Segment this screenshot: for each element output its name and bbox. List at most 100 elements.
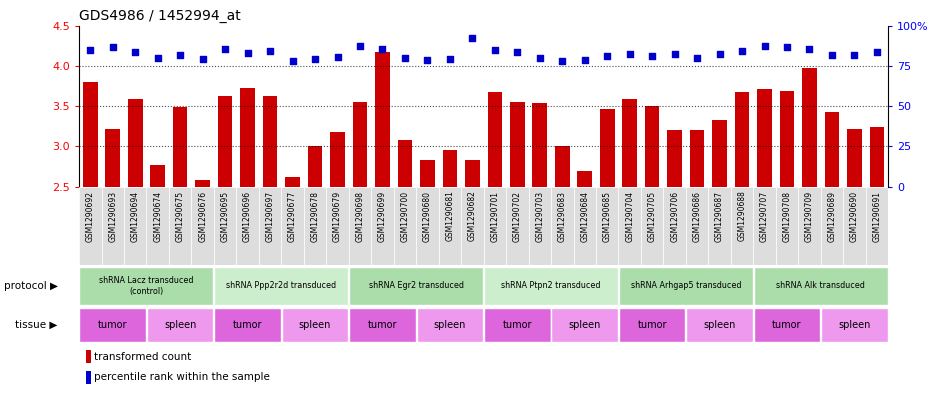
Text: tumor: tumor	[367, 320, 397, 330]
Text: GSM1290700: GSM1290700	[401, 191, 409, 242]
Text: GSM1290688: GSM1290688	[737, 191, 747, 241]
Bar	[618, 308, 685, 342]
Bar	[352, 102, 367, 187]
Text: spleen: spleen	[703, 320, 736, 330]
Text: tissue ▶: tissue ▶	[15, 320, 58, 330]
Bar	[218, 96, 232, 187]
Bar	[79, 187, 101, 265]
Text: GSM1290707: GSM1290707	[760, 191, 769, 242]
Text: spleen: spleen	[568, 320, 601, 330]
Text: GSM1290685: GSM1290685	[603, 191, 612, 242]
Text: GSM1290703: GSM1290703	[536, 191, 544, 242]
Text: GSM1290675: GSM1290675	[176, 191, 185, 242]
Point	[173, 52, 188, 59]
Point	[420, 57, 435, 63]
Bar	[685, 187, 709, 265]
Bar	[847, 129, 862, 187]
Bar	[417, 187, 439, 265]
Text: GSM1290699: GSM1290699	[378, 191, 387, 242]
Bar	[484, 267, 618, 305]
Text: GSM1290704: GSM1290704	[625, 191, 634, 242]
Point	[262, 48, 277, 55]
Text: tumor: tumor	[637, 320, 667, 330]
Bar	[596, 187, 618, 265]
Text: protocol ▶: protocol ▶	[4, 281, 58, 291]
Point	[802, 46, 817, 52]
Bar	[86, 371, 91, 384]
Bar	[668, 130, 682, 187]
Point	[286, 58, 300, 64]
Bar	[753, 308, 820, 342]
Bar	[417, 308, 484, 342]
Bar	[487, 92, 502, 187]
Text: shRNA Ptpn2 transduced: shRNA Ptpn2 transduced	[501, 281, 601, 290]
Bar	[663, 187, 685, 265]
Bar	[844, 187, 866, 265]
Bar	[326, 187, 349, 265]
Bar	[439, 187, 461, 265]
Bar	[644, 106, 659, 187]
Bar	[622, 99, 637, 187]
Bar	[124, 187, 147, 265]
Bar	[551, 187, 574, 265]
Text: shRNA Lacz transduced
(control): shRNA Lacz transduced (control)	[100, 276, 193, 296]
Bar	[398, 140, 412, 187]
Bar	[465, 160, 480, 187]
Bar	[128, 99, 142, 187]
Text: GSM1290692: GSM1290692	[86, 191, 95, 242]
Bar	[214, 267, 349, 305]
Bar	[600, 108, 615, 187]
Text: GSM1290677: GSM1290677	[288, 191, 297, 242]
Point	[690, 55, 705, 61]
Text: tumor: tumor	[772, 320, 802, 330]
Text: GSM1290676: GSM1290676	[198, 191, 207, 242]
Point	[195, 56, 210, 62]
Text: GSM1290687: GSM1290687	[715, 191, 724, 242]
Text: GSM1290696: GSM1290696	[243, 191, 252, 242]
Point	[555, 58, 570, 64]
Bar	[753, 187, 776, 265]
Point	[600, 53, 615, 59]
Bar	[330, 132, 345, 187]
Text: spleen: spleen	[433, 320, 466, 330]
Text: GSM1290706: GSM1290706	[671, 191, 679, 242]
Bar	[304, 187, 326, 265]
Bar	[79, 308, 146, 342]
Text: percentile rank within the sample: percentile rank within the sample	[94, 372, 270, 382]
Point	[465, 35, 480, 42]
Point	[352, 43, 367, 50]
Point	[83, 46, 98, 53]
Text: GSM1290680: GSM1290680	[423, 191, 432, 242]
Text: GSM1290702: GSM1290702	[512, 191, 522, 242]
Bar	[86, 350, 91, 363]
Point	[375, 46, 390, 52]
Bar	[286, 177, 299, 187]
Bar	[821, 308, 888, 342]
Bar	[574, 187, 596, 265]
Text: GSM1290709: GSM1290709	[805, 191, 814, 242]
Bar	[173, 107, 188, 187]
Point	[667, 51, 682, 57]
Bar	[484, 187, 506, 265]
Text: GSM1290705: GSM1290705	[647, 191, 657, 242]
Bar	[731, 187, 753, 265]
Point	[218, 46, 232, 52]
Text: shRNA Alk transduced: shRNA Alk transduced	[777, 281, 865, 290]
Bar	[757, 89, 772, 187]
Text: shRNA Egr2 transduced: shRNA Egr2 transduced	[368, 281, 464, 290]
Text: spleen: spleen	[299, 320, 331, 330]
Bar	[259, 187, 281, 265]
Text: GSM1290683: GSM1290683	[558, 191, 566, 242]
Bar	[555, 146, 569, 187]
Text: spleen: spleen	[838, 320, 870, 330]
Bar	[776, 187, 798, 265]
Point	[510, 49, 525, 55]
Bar	[712, 120, 727, 187]
Text: GSM1290690: GSM1290690	[850, 191, 859, 242]
Point	[443, 55, 458, 62]
Text: GSM1290682: GSM1290682	[468, 191, 477, 241]
Text: GDS4986 / 1452994_at: GDS4986 / 1452994_at	[79, 9, 241, 23]
Text: GSM1290695: GSM1290695	[220, 191, 230, 242]
Bar	[820, 187, 844, 265]
Point	[578, 57, 592, 63]
